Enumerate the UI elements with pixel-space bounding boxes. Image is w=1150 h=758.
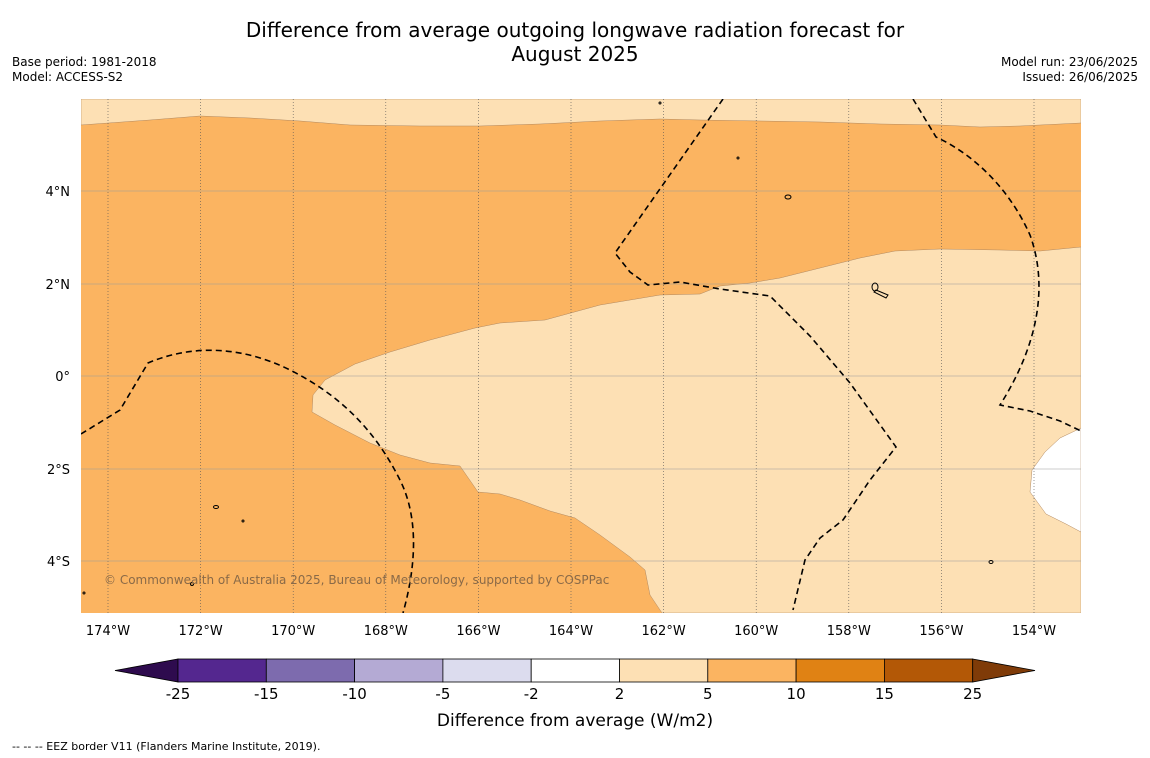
island: [873, 289, 889, 299]
colorbar-tick: -15: [254, 685, 279, 703]
colorbar-tick: -10: [342, 685, 367, 703]
copyright-note: © Commonwealth of Australia 2025, Bureau…: [104, 573, 609, 587]
lon-label: 154°W: [1012, 624, 1056, 639]
colorbar-segment: [619, 658, 709, 683]
model-name: Model: ACCESS-S2: [12, 70, 124, 84]
colorbar-segment: [795, 658, 885, 683]
lat-label: 4°N: [46, 185, 71, 200]
lat-label: 4°S: [47, 555, 70, 570]
latitude-gridlines: [81, 190, 1081, 562]
colorbar-tick: 2: [615, 685, 625, 703]
eez-footnote: -- -- -- EEZ border V11 (Flanders Marine…: [12, 740, 321, 753]
island: [190, 582, 194, 586]
island: [213, 505, 219, 509]
colorbar-tick: 25: [963, 685, 982, 703]
island: [82, 591, 86, 595]
eez-borders: [81, 99, 1081, 613]
map-area: © Commonwealth of Australia 2025, Bureau…: [81, 99, 1081, 613]
lon-label: 158°W: [827, 624, 871, 639]
eez-border-central: [614, 99, 898, 611]
island: [241, 519, 245, 523]
latitude-labels: 4°N 2°N 0° 2°S 4°S: [46, 185, 71, 570]
colorbar-extend-low: [114, 658, 179, 683]
model-run: Model run: 23/06/2025: [1000, 55, 1138, 69]
lon-label: 170°W: [271, 624, 315, 639]
colorbar-segment: [177, 658, 267, 683]
chart-title: Difference from average outgoing longwav…: [0, 18, 1150, 66]
lon-label: 174°W: [86, 624, 130, 639]
lon-label: 168°W: [364, 624, 408, 639]
island: [988, 560, 994, 564]
band-2-5-central: [311, 246, 1081, 613]
lon-label: 160°W: [734, 624, 778, 639]
colorbar-tick: -5: [435, 685, 450, 703]
longitude-labels: 174°W 172°W 170°W 168°W 166°W 164°W 162°W 160°W…: [86, 624, 1056, 639]
issued-date: Issued: 26/06/2025: [1022, 70, 1138, 84]
colorbar-segment: [530, 658, 620, 683]
island: [784, 194, 792, 200]
colorbar-tick: 5: [703, 685, 713, 703]
colorbar-tick: 10: [787, 685, 806, 703]
eez-border-east: [912, 99, 1081, 432]
lat-label: 2°S: [47, 463, 70, 478]
colorbar-segment: [265, 658, 355, 683]
lon-label: 166°W: [456, 624, 500, 639]
islands: [82, 101, 994, 595]
colorbar-segment: [884, 658, 974, 683]
band-neutral-east: [1029, 427, 1081, 533]
meta-right: Model run: 23/06/2025 Issued: 26/06/2025: [1001, 55, 1138, 85]
band-2-5-north: [81, 99, 1081, 128]
lon-label: 156°W: [919, 624, 963, 639]
title-line-1: Difference from average outgoing longwav…: [245, 18, 905, 42]
colorbar-tick: -25: [166, 685, 191, 703]
island: [658, 101, 662, 105]
colorbar-tick: -2: [524, 685, 539, 703]
colorbar-segments: [114, 658, 1036, 683]
colorbar-tick: 15: [875, 685, 894, 703]
lon-label: 164°W: [549, 624, 593, 639]
lat-label: 0°: [55, 370, 70, 385]
base-period: Base period: 1981-2018: [12, 55, 157, 69]
colorbar: -25 -15 -10 -5 -2 2 5 10 15 25 Difference from av…: [114, 658, 1036, 731]
meta-left: Base period: 1981-2018 Model: ACCESS-S2: [12, 55, 157, 85]
colorbar-segment: [442, 658, 532, 683]
island: [736, 156, 740, 160]
eez-border-west: [81, 349, 415, 613]
colorbar-extend-high: [972, 658, 1036, 683]
colorbar-segment: [354, 658, 444, 683]
colorbar-label: Difference from average (W/m2): [437, 711, 713, 731]
colorbar-tick-labels: -25 -15 -10 -5 -2 2 5 10 15 25: [166, 685, 982, 703]
lon-label: 162°W: [642, 624, 686, 639]
colorbar-segment: [707, 658, 797, 683]
lat-label: 2°N: [46, 278, 71, 293]
lon-label: 172°W: [179, 624, 223, 639]
title-line-2: August 2025: [511, 42, 639, 66]
